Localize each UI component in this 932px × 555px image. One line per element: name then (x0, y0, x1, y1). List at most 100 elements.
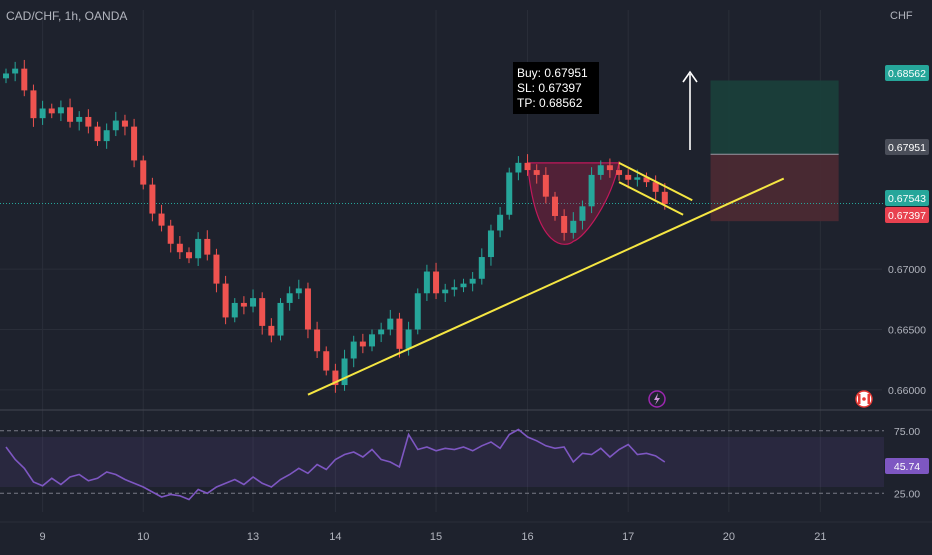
candle[interactable] (268, 318, 275, 343)
candle[interactable] (121, 114, 128, 136)
candle[interactable] (67, 98, 74, 128)
candle-body (131, 126, 138, 161)
candle[interactable] (259, 292, 266, 335)
candle[interactable] (414, 288, 421, 335)
candle[interactable] (103, 123, 110, 149)
candle[interactable] (48, 103, 55, 119)
buy-price-label[interactable]: 0.67951 (885, 139, 929, 155)
candle[interactable] (240, 296, 247, 315)
candle[interactable] (606, 158, 613, 178)
candle[interactable] (195, 232, 202, 266)
up-arrow[interactable] (682, 70, 698, 150)
candle[interactable] (140, 155, 147, 190)
candle[interactable] (497, 207, 504, 238)
candle[interactable] (341, 349, 348, 391)
sl-price-label[interactable]: 0.67397 (885, 207, 929, 223)
candle[interactable] (442, 283, 449, 302)
candle[interactable] (3, 68, 9, 84)
candle[interactable] (552, 191, 558, 221)
candle[interactable] (231, 298, 238, 323)
candle-body (341, 358, 348, 386)
rsi-value-label[interactable]: 45.74 (885, 458, 929, 474)
rsi-axis[interactable]: 75.00 25.00 (894, 426, 920, 501)
candle[interactable] (570, 212, 577, 239)
candle[interactable] (314, 321, 321, 359)
candle[interactable] (369, 329, 375, 352)
candle[interactable] (506, 167, 513, 220)
candle[interactable] (12, 61, 19, 82)
candle[interactable] (478, 248, 485, 285)
time-tick-label: 9 (40, 531, 46, 543)
candle[interactable] (277, 298, 284, 341)
candle[interactable] (652, 175, 659, 200)
candle[interactable] (524, 154, 531, 176)
candle[interactable] (579, 200, 586, 230)
candle[interactable] (359, 333, 366, 354)
candle[interactable] (469, 272, 476, 292)
candle[interactable] (131, 118, 138, 168)
tp-price-label[interactable]: 0.68562 (885, 65, 929, 81)
candle[interactable] (350, 335, 357, 368)
time-axis[interactable]: 9 10 13 14 15 16 17 20 21 (0, 521, 932, 543)
trade-annotation[interactable]: Buy: 0.67951 SL: 0.67397 TP: 0.68562 (513, 62, 599, 114)
last-price-label[interactable]: 0.67543 (885, 190, 929, 206)
candle[interactable] (616, 161, 623, 181)
candle[interactable] (30, 84, 37, 127)
candle[interactable] (213, 248, 220, 293)
candle[interactable] (76, 111, 83, 131)
candle[interactable] (625, 169, 632, 189)
candle[interactable] (451, 279, 458, 297)
candle[interactable] (21, 59, 28, 97)
candle[interactable] (588, 167, 595, 214)
rsi-line[interactable] (5, 428, 666, 501)
candle[interactable] (250, 289, 257, 313)
rsi-pane[interactable] (0, 428, 884, 501)
candle[interactable] (149, 177, 156, 222)
candle[interactable] (515, 156, 522, 181)
candle[interactable] (597, 160, 604, 180)
time-tick-label: 17 (622, 531, 634, 543)
candle[interactable] (204, 230, 211, 261)
time-tick-label: 10 (137, 531, 149, 543)
candle[interactable] (286, 286, 293, 311)
symbol-title[interactable]: CAD/CHF, 1h, OANDA (6, 9, 127, 23)
candle[interactable] (433, 262, 440, 300)
candle[interactable] (460, 278, 467, 293)
candle[interactable] (295, 279, 302, 300)
candle[interactable] (387, 309, 394, 336)
candle[interactable] (222, 275, 229, 325)
price-axis[interactable]: 0.66000 0.66500 0.67000 (888, 264, 926, 397)
cup-pattern[interactable] (526, 162, 620, 245)
candle[interactable] (542, 167, 549, 204)
candle[interactable] (561, 209, 568, 241)
candle[interactable] (378, 322, 385, 343)
flag-lower-line[interactable] (618, 181, 684, 216)
candle[interactable] (176, 236, 183, 259)
take-profit-zone[interactable] (710, 80, 839, 155)
candle[interactable] (487, 224, 494, 266)
candle[interactable] (396, 312, 403, 358)
candle[interactable] (158, 204, 165, 232)
candle[interactable] (39, 100, 46, 125)
candle-body (67, 107, 74, 122)
candle[interactable] (323, 346, 330, 376)
candle[interactable] (643, 172, 650, 187)
event-flag-icon[interactable] (855, 390, 873, 408)
stop-loss-zone[interactable] (710, 154, 839, 222)
candle[interactable] (85, 109, 92, 134)
candle[interactable] (167, 219, 174, 253)
candle[interactable] (332, 363, 339, 393)
candle[interactable] (304, 282, 311, 339)
candle[interactable] (423, 264, 430, 302)
candle[interactable] (533, 164, 540, 184)
event-lightning-icon[interactable] (648, 390, 666, 408)
candle[interactable] (112, 111, 119, 137)
support-trendline[interactable] (307, 177, 785, 396)
candle[interactable] (186, 247, 192, 264)
flag-upper-line[interactable] (618, 161, 693, 202)
candle-body (606, 165, 613, 171)
candle[interactable] (57, 100, 64, 122)
candle[interactable] (94, 121, 101, 146)
lightning-icon-ring (648, 390, 666, 408)
